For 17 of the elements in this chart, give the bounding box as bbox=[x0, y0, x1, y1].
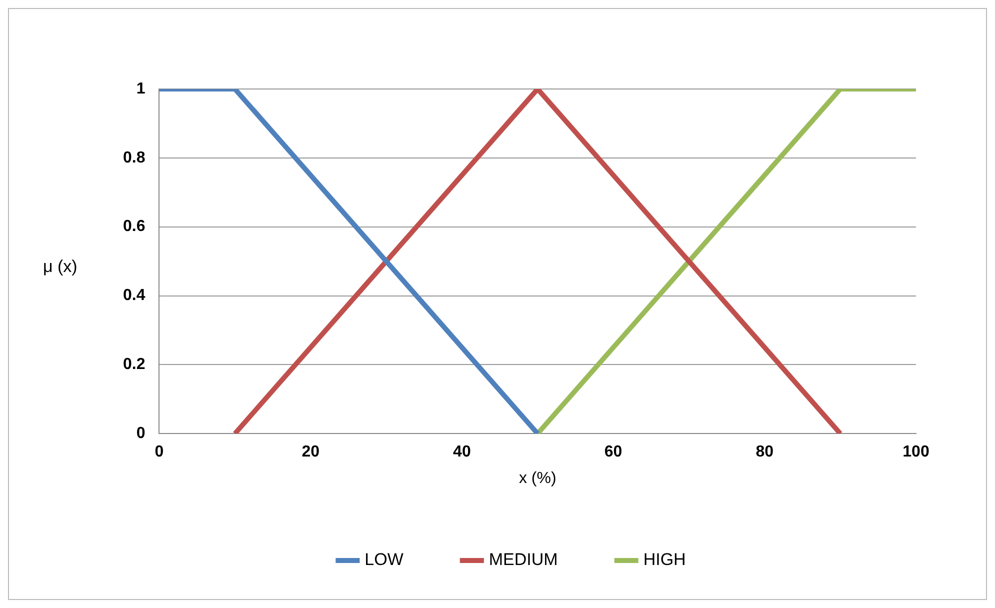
y-tick-label: 0.8 bbox=[122, 149, 146, 166]
x-tick-label: 100 bbox=[902, 444, 930, 461]
x-tick-label: 0 bbox=[154, 444, 164, 461]
y-tick-label: 0.2 bbox=[122, 356, 146, 374]
legend-label: LOW bbox=[364, 550, 404, 570]
legend-label: MEDIUM bbox=[488, 550, 558, 570]
x-tick-label: 20 bbox=[302, 444, 320, 461]
legend-label: HIGH bbox=[643, 550, 686, 570]
x-tick-label: 60 bbox=[604, 444, 622, 461]
y-tick-label: 0.4 bbox=[122, 287, 146, 304]
x-tick-label: 80 bbox=[756, 444, 774, 461]
y-tick-label: 1 bbox=[136, 80, 146, 98]
y-axis-title: μ (x) bbox=[43, 257, 78, 277]
y-tick-label: 0.6 bbox=[122, 218, 146, 236]
x-axis-title: x (%) bbox=[518, 470, 556, 487]
x-tick-label: 40 bbox=[453, 444, 471, 461]
y-tick-label: 0 bbox=[136, 425, 146, 442]
